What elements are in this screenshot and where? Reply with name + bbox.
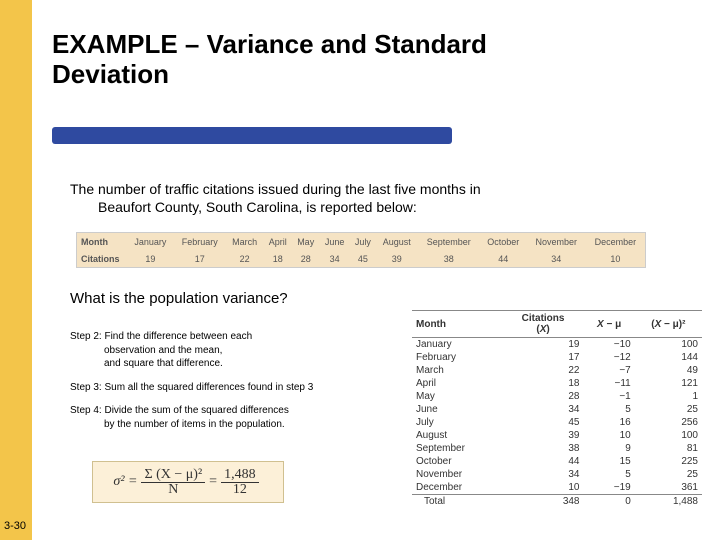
citations-row: Citations 19 17 22 18 28 34 45 39 38 44 … [77, 250, 645, 267]
title-underline-bar [52, 127, 452, 144]
question-text: What is the population variance? [70, 290, 288, 307]
month-label: Month [77, 233, 127, 250]
calc-header-x: Citations(X) [503, 311, 584, 338]
steps-block: Step 2: Find the difference between each… [70, 330, 390, 441]
calc-row: December10−19361 [412, 481, 702, 495]
intro-line-1: The number of traffic citations issued d… [70, 180, 680, 198]
intro-text: The number of traffic citations issued d… [70, 180, 680, 216]
months-table: Month January February March April May J… [77, 233, 645, 267]
citations-label: Citations [77, 250, 127, 267]
months-row: Month January February March April May J… [77, 233, 645, 250]
calc-header-sq: (X − μ)² [635, 311, 702, 338]
calc-row: October4415225 [412, 455, 702, 468]
variance-formula: σ² = Σ (X − μ)² N = 1,488 12 [92, 461, 284, 503]
calc-row: August3910100 [412, 429, 702, 442]
gold-sidebar [0, 0, 32, 540]
formula-frac-2: 1,488 12 [221, 468, 259, 497]
calc-row: January19−10100 [412, 338, 702, 352]
formula-eq: = [209, 474, 217, 490]
calc-row: June34525 [412, 403, 702, 416]
title-line-2: Deviation [52, 59, 169, 89]
calc-header-row: Month Citations(X) X − μ (X − μ)² [412, 311, 702, 338]
page-number: 3-30 [4, 520, 26, 532]
slide-title: EXAMPLE – Variance and Standard Deviatio… [52, 30, 487, 90]
calc-row: February17−12144 [412, 351, 702, 364]
calculation-table: Month Citations(X) X − μ (X − μ)² Januar… [412, 310, 702, 508]
title-line-1: EXAMPLE – Variance and Standard [52, 29, 487, 59]
calc-row: July4516256 [412, 416, 702, 429]
calc-row: April18−11121 [412, 377, 702, 390]
calc-row: September38981 [412, 442, 702, 455]
calc-header-diff: X − μ [584, 311, 635, 338]
formula-lhs: σ² = [113, 474, 137, 490]
calc-row: November34525 [412, 468, 702, 481]
months-citations-strip: Month January February March April May J… [76, 232, 646, 268]
intro-line-2: Beaufort County, South Carolina, is repo… [98, 198, 680, 216]
slide: EXAMPLE – Variance and Standard Deviatio… [0, 0, 720, 540]
calc-total-row: Total 348 0 1,488 [412, 495, 702, 509]
calc-row: May28−11 [412, 390, 702, 403]
step-4: Step 4: Divide the sum of the squared di… [70, 404, 390, 431]
step-3: Step 3: Sum all the squared differences … [70, 381, 390, 395]
formula-frac-1: Σ (X − μ)² N [141, 468, 205, 497]
calc-row: March22−749 [412, 364, 702, 377]
step-2: Step 2: Find the difference between each… [70, 330, 390, 371]
